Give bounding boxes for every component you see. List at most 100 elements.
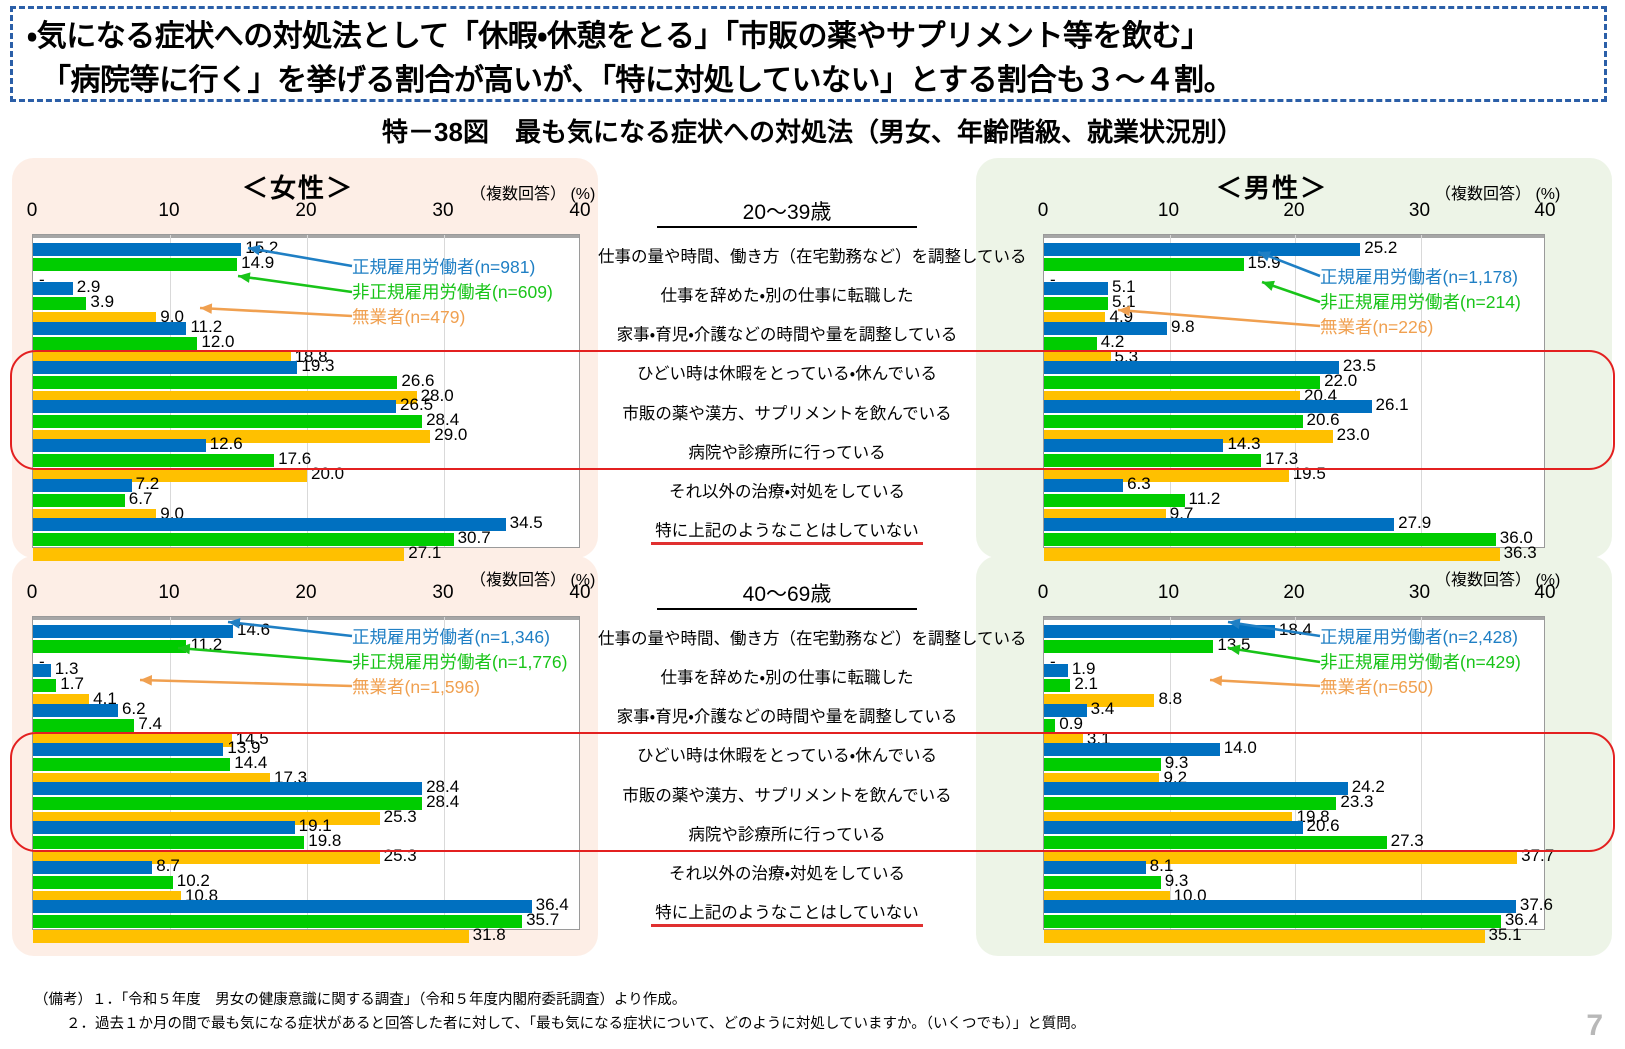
bar-regular bbox=[1044, 360, 1339, 374]
axis-note-male-40-69: （複数回答） (%) bbox=[1435, 572, 1561, 589]
bar-nonregular bbox=[1044, 258, 1244, 271]
bar-value-label: 10.8 bbox=[184, 885, 219, 905]
plot-top-rule bbox=[33, 617, 579, 620]
legend-item-nonregular: 非正規雇用労働者(n=609) bbox=[352, 282, 553, 302]
bar-unemployed bbox=[1044, 929, 1485, 943]
bar-value-label: 17.3 bbox=[1265, 449, 1299, 469]
bar-unemployed bbox=[33, 547, 405, 561]
bar-value-label: 31.8 bbox=[472, 924, 506, 944]
bar-value-label: 25.2 bbox=[1364, 238, 1398, 257]
bar-regular bbox=[33, 782, 423, 795]
plot-top-rule bbox=[1044, 235, 1544, 238]
bar-value-label: 19.5 bbox=[1292, 464, 1326, 484]
bar-group: 14.3 17.3 19.5 bbox=[1044, 431, 1544, 483]
category-label-3: 家事・育児・介護などの時間や量を調整している bbox=[616, 326, 958, 345]
bar-nonregular bbox=[1044, 797, 1337, 810]
bar-nonregular bbox=[33, 532, 454, 546]
bar-group: 6.3 11.2 9.7 bbox=[1044, 471, 1544, 522]
bar-value-label: 14.5 bbox=[235, 728, 269, 748]
bar-value-label: 36.4 bbox=[535, 894, 569, 914]
bar-regular bbox=[1044, 478, 1124, 492]
legend-male-20-39: 正規雇用労働者(n=1,178) 非正規雇用労働者(n=214) 無業者(n=226… bbox=[1320, 265, 1521, 340]
bar-nonregular bbox=[33, 415, 423, 428]
bar-value-label: 19.3 bbox=[301, 355, 335, 375]
bar-value-label: 37.6 bbox=[1519, 894, 1553, 914]
bar-regular bbox=[33, 664, 51, 678]
bar-group: 6.2 7.4 14.5 bbox=[33, 696, 579, 747]
axis-tick-10: 10 bbox=[1157, 582, 1180, 603]
bar-group: 19.1 19.8 25.3 bbox=[33, 813, 579, 865]
bar-value-label: 28.4 bbox=[426, 410, 460, 429]
gridline-30 bbox=[1420, 235, 1422, 547]
legend-item-unemployed: 無業者(n=650) bbox=[1320, 677, 1434, 697]
bar-value-label: 14.3 bbox=[1227, 434, 1261, 454]
bar-value-label: 30.7 bbox=[457, 527, 491, 547]
bar-value-label: 3.4 bbox=[1090, 698, 1115, 718]
legend-item-unemployed: 無業者(n=1,596) bbox=[352, 677, 480, 697]
bar-value-label: 9.3 bbox=[1164, 870, 1189, 890]
bar-value-label: 6.2 bbox=[121, 698, 146, 718]
bar-group: 37.6 36.4 35.1 bbox=[1044, 892, 1553, 943]
bar-value-label: 8.1 bbox=[1149, 855, 1174, 875]
axis-note-female-40-69: （複数回答） (%) bbox=[470, 572, 596, 589]
axis-tick-10: 10 bbox=[158, 200, 180, 221]
bar-value-label: 9.7 bbox=[1169, 503, 1194, 523]
bar-value-label: 24.2 bbox=[1351, 777, 1385, 796]
bar-group: 7.2 6.7 9.0 bbox=[33, 471, 579, 522]
bar-value-label: 28.0 bbox=[420, 385, 454, 405]
legend-female-20-39: 正規雇用労働者(n=981) 非正規雇用労働者(n=609) 無業者(n=479) bbox=[352, 255, 553, 330]
category-label-1: 仕事の量や時間、働き方（在宅勤務など）を調整している bbox=[598, 247, 1027, 266]
bar-nonregular bbox=[33, 640, 187, 653]
bar-regular bbox=[33, 742, 224, 756]
axis-tick-40: 40 bbox=[1534, 582, 1556, 603]
category-label-1: 仕事の量や時間、働き方（在宅勤務など）を調整している bbox=[598, 629, 1027, 648]
bar-nonregular bbox=[33, 797, 423, 810]
callout-line-2a: 「病院等に行く」を挙げる割合が高いが、 bbox=[41, 64, 601, 98]
bar-value-label: 20.6 bbox=[1306, 816, 1340, 836]
bar-unemployed bbox=[1044, 851, 1518, 865]
bar-no-data: - bbox=[39, 652, 45, 671]
age-group-heading-young: 20～39歳 bbox=[657, 196, 917, 228]
bar-group: 26.1 20.6 23.0 bbox=[1044, 392, 1544, 443]
bar-unemployed bbox=[1044, 547, 1500, 561]
bar-group: 27.9 36.0 36.3 bbox=[1044, 510, 1544, 561]
bar-regular bbox=[33, 321, 187, 335]
bar-regular bbox=[33, 703, 118, 717]
bar-value-label: 28.4 bbox=[426, 777, 460, 796]
bar-value-label: 15.9 bbox=[1247, 253, 1281, 272]
bar-value-label: 23.3 bbox=[1340, 792, 1374, 811]
bar-value-label: 1.3 bbox=[54, 659, 79, 679]
bar-nonregular bbox=[1044, 914, 1501, 928]
legend-item-regular: 正規雇用労働者(n=1,178) bbox=[1320, 267, 1518, 287]
bar-regular bbox=[33, 821, 295, 835]
bar-group: 23.5 22.0 20.4 bbox=[1044, 353, 1544, 404]
bar-value-label: 20.4 bbox=[1304, 385, 1338, 405]
bar-value-label: 9.0 bbox=[160, 503, 184, 523]
bar-value-label: 37.7 bbox=[1521, 846, 1555, 866]
callout-line-2b: 「特に対処していない」とする割合も３～４割。 bbox=[600, 64, 1234, 98]
bar-value-label: 9.3 bbox=[1164, 752, 1189, 772]
category-label-2: 仕事を辞めた・別の仕事に転職した bbox=[660, 668, 914, 687]
bar-value-label: 27.3 bbox=[1390, 831, 1424, 851]
bar-regular bbox=[1044, 243, 1361, 256]
bar-value-label: 20.6 bbox=[1306, 410, 1340, 429]
bar-regular bbox=[1044, 400, 1372, 413]
bar-value-label: 9.0 bbox=[160, 307, 184, 327]
bar-value-label: 22.0 bbox=[1324, 370, 1358, 390]
footnote-2: ２．過去１か月の間で最も気になる症状があると回答した者に対して、「最も気になる症… bbox=[66, 1016, 1086, 1032]
bar-regular bbox=[1044, 899, 1516, 913]
bar-nonregular bbox=[33, 493, 125, 507]
axis-tick-0: 0 bbox=[1037, 582, 1049, 603]
legend-item-nonregular: 非正規雇用労働者(n=214) bbox=[1320, 292, 1521, 312]
bar-group: 26.5 28.4 29.0 bbox=[33, 392, 579, 443]
legend-item-regular: 正規雇用労働者(n=1,346) bbox=[352, 627, 550, 647]
bar-value-label: 10.2 bbox=[176, 870, 210, 890]
category-label-7: それ以外の治療・対処をしている bbox=[668, 865, 906, 884]
bar-regular bbox=[33, 860, 153, 874]
bar-value-label: 7.4 bbox=[138, 713, 163, 733]
bar-value-label: 14.4 bbox=[234, 752, 268, 772]
bar-group: 13.9 14.4 17.3 bbox=[33, 735, 579, 786]
bar-value-label: 14.0 bbox=[1223, 737, 1257, 757]
bar-value-label: 5.1 bbox=[1112, 277, 1136, 297]
bar-value-label: 29.0 bbox=[434, 425, 468, 444]
